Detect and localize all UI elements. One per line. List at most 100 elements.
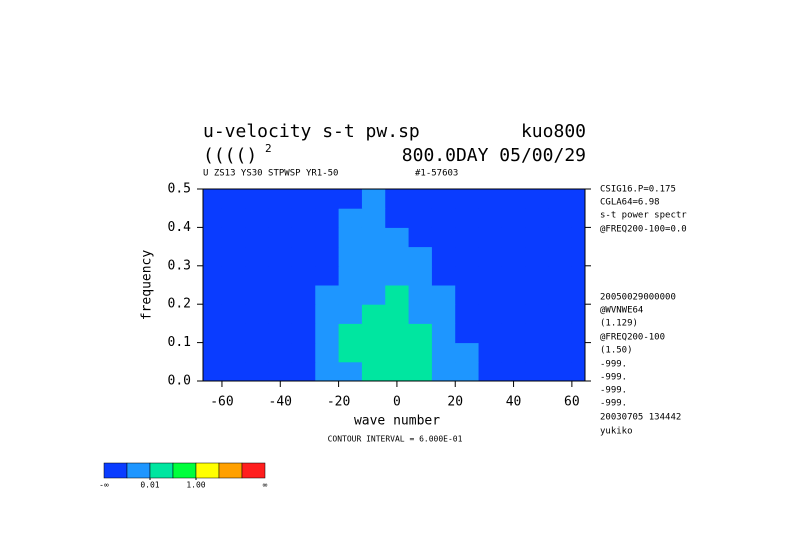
colorbar-box	[126, 462, 151, 479]
colorbar-tick-label: 0.01	[140, 481, 159, 490]
field-cell	[338, 342, 363, 363]
field-cell	[455, 304, 480, 324]
field-cell	[408, 227, 433, 248]
field-cell	[245, 265, 270, 286]
y-tick-label: 0.0	[168, 374, 191, 389]
field-cell	[338, 304, 363, 324]
side-note: (1.50)	[600, 346, 633, 356]
field-cell	[408, 342, 433, 363]
field-cell	[361, 285, 386, 305]
field-cell	[221, 246, 246, 267]
field-cell	[291, 189, 316, 209]
field-cell	[501, 246, 526, 267]
field-cell	[203, 265, 223, 286]
field-cell	[268, 208, 293, 228]
side-note: -999.	[600, 373, 627, 383]
field-cell	[478, 208, 503, 228]
footer-note: CONTOUR INTERVAL = 6.000E-01	[328, 435, 463, 444]
field-cell	[291, 361, 316, 381]
field-cell	[291, 304, 316, 324]
field-cell	[268, 361, 293, 381]
field-cell	[455, 189, 480, 209]
field-cell	[455, 208, 480, 228]
field-cell	[203, 227, 223, 248]
header-note: U ZS13 YS30 STPWSP YR1-50	[203, 169, 338, 179]
colorbar-box	[195, 462, 220, 479]
field-cell	[315, 227, 340, 248]
field-cell	[455, 323, 480, 344]
field-cell	[315, 323, 340, 344]
field-cell	[221, 361, 246, 381]
field-cell	[525, 285, 550, 305]
field-cell	[478, 285, 503, 305]
title-right: kuo800	[521, 121, 586, 142]
field-cell	[315, 208, 340, 228]
field-cell	[291, 246, 316, 267]
field-cell	[525, 189, 550, 209]
field-cell	[245, 342, 270, 363]
field-cell	[245, 189, 270, 209]
y-axis-label: frequency	[140, 250, 155, 321]
field-cell	[338, 323, 363, 344]
side-note: CSIG16.P=0.175	[600, 185, 676, 195]
side-note: s-t power spectr	[600, 211, 687, 221]
field-cell	[221, 304, 246, 324]
y-tick-label: 0.4	[168, 220, 192, 235]
field-cell	[245, 285, 270, 305]
field-cell	[501, 227, 526, 248]
field-cell	[361, 246, 386, 267]
side-note: -999.	[600, 386, 627, 396]
field-cell	[408, 285, 433, 305]
field-cell	[525, 304, 550, 324]
side-note: 20030705 134442	[600, 413, 681, 423]
field-cell	[385, 265, 410, 286]
field-cell	[548, 227, 573, 248]
side-note: (1.129)	[600, 319, 638, 329]
field-cell	[203, 189, 223, 209]
field-cell	[431, 246, 456, 267]
colorbar-end-label: -∞	[99, 481, 109, 490]
field-cell	[245, 246, 270, 267]
field-cell	[548, 246, 573, 267]
field-cell	[501, 342, 526, 363]
field-cell	[571, 342, 585, 363]
field-cell	[525, 323, 550, 344]
field-cell	[408, 265, 433, 286]
field-cell	[268, 342, 293, 363]
field-cell	[315, 265, 340, 286]
colorbar-box	[172, 462, 197, 479]
field-cell	[203, 246, 223, 267]
subtitle: (((()	[203, 145, 257, 166]
field-cell	[203, 285, 223, 305]
field-cell	[221, 342, 246, 363]
y-tick-label: 0.2	[168, 297, 191, 312]
side-note: @WVNWE64	[600, 306, 643, 316]
field-cell	[431, 342, 456, 363]
field-cell	[571, 285, 585, 305]
side-note: @FREQ200-100=0.0	[600, 225, 687, 235]
field-cell	[548, 304, 573, 324]
field-cell	[478, 246, 503, 267]
field-cell	[431, 265, 456, 286]
field-cell	[455, 361, 480, 381]
field-cell	[408, 189, 433, 209]
field-cell	[315, 285, 340, 305]
header-note-right: #1-57603	[415, 169, 458, 179]
field-cell	[525, 361, 550, 381]
field-cell	[548, 285, 573, 305]
side-note: -999.	[600, 399, 627, 409]
field-cell	[291, 208, 316, 228]
field-cell	[291, 323, 316, 344]
field-cell	[455, 227, 480, 248]
x-tick-label: 60	[564, 395, 580, 410]
field-cell	[268, 304, 293, 324]
field-cell	[478, 304, 503, 324]
field-cell	[455, 246, 480, 267]
field-cell	[221, 208, 246, 228]
field-cell	[385, 323, 410, 344]
field-cell	[571, 304, 585, 324]
field-cell	[203, 323, 223, 344]
field-cell	[221, 323, 246, 344]
field-cell	[338, 265, 363, 286]
